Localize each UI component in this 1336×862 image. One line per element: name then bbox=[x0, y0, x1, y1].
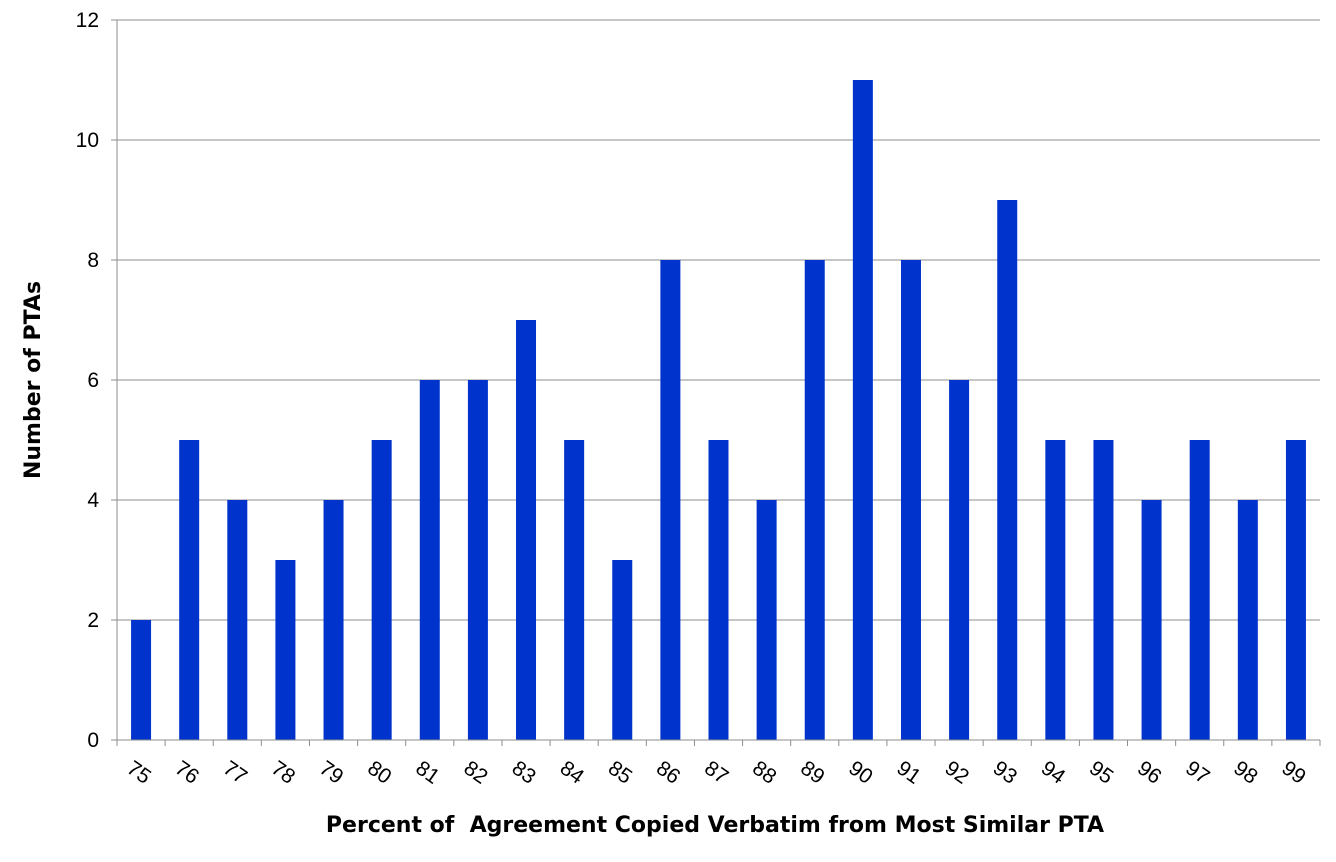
bars bbox=[131, 80, 1306, 740]
bar-92 bbox=[949, 380, 970, 740]
x-tick-label-80: 80 bbox=[363, 757, 395, 789]
x-tick-label-99: 99 bbox=[1278, 757, 1310, 789]
bar-78 bbox=[275, 560, 296, 740]
y-tick-label-0: 0 bbox=[87, 729, 99, 752]
x-tick-label-86: 86 bbox=[652, 757, 684, 789]
x-tick-label-82: 82 bbox=[459, 757, 491, 789]
bar-96 bbox=[1141, 500, 1162, 740]
y-tick-label-6: 6 bbox=[87, 369, 99, 392]
y-tick-labels: 0 2 4 6 8 10 12 bbox=[76, 9, 100, 752]
x-tick-labels: 75 76 77 78 79 80 81 82 83 84 85 86 87 88 89 90 91 92 93 94… bbox=[123, 757, 1310, 789]
bar-93 bbox=[997, 200, 1018, 740]
y-tick-label-8: 8 bbox=[87, 249, 99, 272]
bar-77 bbox=[227, 500, 248, 740]
x-tick-label-90: 90 bbox=[844, 757, 876, 789]
x-tick-label-92: 92 bbox=[941, 757, 973, 789]
x-tick-label-91: 91 bbox=[893, 757, 925, 789]
bar-82 bbox=[467, 380, 488, 740]
bar-88 bbox=[756, 500, 777, 740]
x-tick-label-77: 77 bbox=[219, 757, 251, 789]
axes bbox=[111, 19, 1321, 746]
y-tick-label-4: 4 bbox=[87, 489, 99, 512]
bar-85 bbox=[612, 560, 633, 740]
x-tick-label-87: 87 bbox=[700, 757, 732, 789]
bar-80 bbox=[371, 440, 392, 740]
bar-91 bbox=[900, 260, 921, 740]
x-tick-label-93: 93 bbox=[989, 757, 1021, 789]
bar-86 bbox=[660, 260, 681, 740]
bar-98 bbox=[1237, 500, 1258, 740]
x-tick-label-98: 98 bbox=[1229, 757, 1261, 789]
x-tick-label-84: 84 bbox=[556, 757, 589, 789]
bar-94 bbox=[1045, 440, 1066, 740]
x-tick-label-89: 89 bbox=[796, 757, 828, 789]
x-tick-label-85: 85 bbox=[604, 757, 636, 789]
x-tick-label-95: 95 bbox=[1085, 757, 1117, 789]
x-tick-label-94: 94 bbox=[1037, 757, 1070, 789]
bar-90 bbox=[852, 80, 873, 740]
bar-97 bbox=[1189, 440, 1210, 740]
y-tick-label-12: 12 bbox=[76, 9, 99, 32]
x-tick-label-96: 96 bbox=[1133, 757, 1165, 789]
bar-76 bbox=[179, 440, 200, 740]
bar-87 bbox=[708, 440, 729, 740]
y-tick-label-10: 10 bbox=[76, 129, 99, 152]
x-tick-label-81: 81 bbox=[411, 757, 443, 789]
x-tick-label-97: 97 bbox=[1181, 757, 1213, 789]
x-axis-title: Percent of Agreement Copied Verbatim fro… bbox=[326, 813, 1104, 838]
bar-81 bbox=[419, 380, 440, 740]
x-tick-label-83: 83 bbox=[508, 757, 540, 789]
bar-99 bbox=[1285, 440, 1306, 740]
bar-79 bbox=[323, 500, 344, 740]
y-axis-title: Number of PTAs bbox=[21, 281, 46, 479]
x-tick-label-75: 75 bbox=[123, 757, 155, 789]
bar-95 bbox=[1093, 440, 1114, 740]
x-tick-label-76: 76 bbox=[171, 757, 203, 789]
gridlines bbox=[117, 19, 1320, 621]
x-tick-label-88: 88 bbox=[748, 757, 780, 789]
x-tick-label-79: 79 bbox=[315, 757, 347, 789]
y-tick-label-2: 2 bbox=[87, 609, 99, 632]
bar-89 bbox=[804, 260, 825, 740]
bar-83 bbox=[516, 320, 537, 740]
x-tick-label-78: 78 bbox=[267, 757, 299, 789]
bar-75 bbox=[131, 620, 152, 740]
bar-84 bbox=[564, 440, 585, 740]
